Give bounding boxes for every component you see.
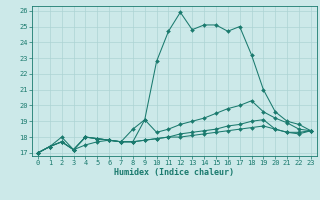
X-axis label: Humidex (Indice chaleur): Humidex (Indice chaleur) <box>115 168 234 177</box>
